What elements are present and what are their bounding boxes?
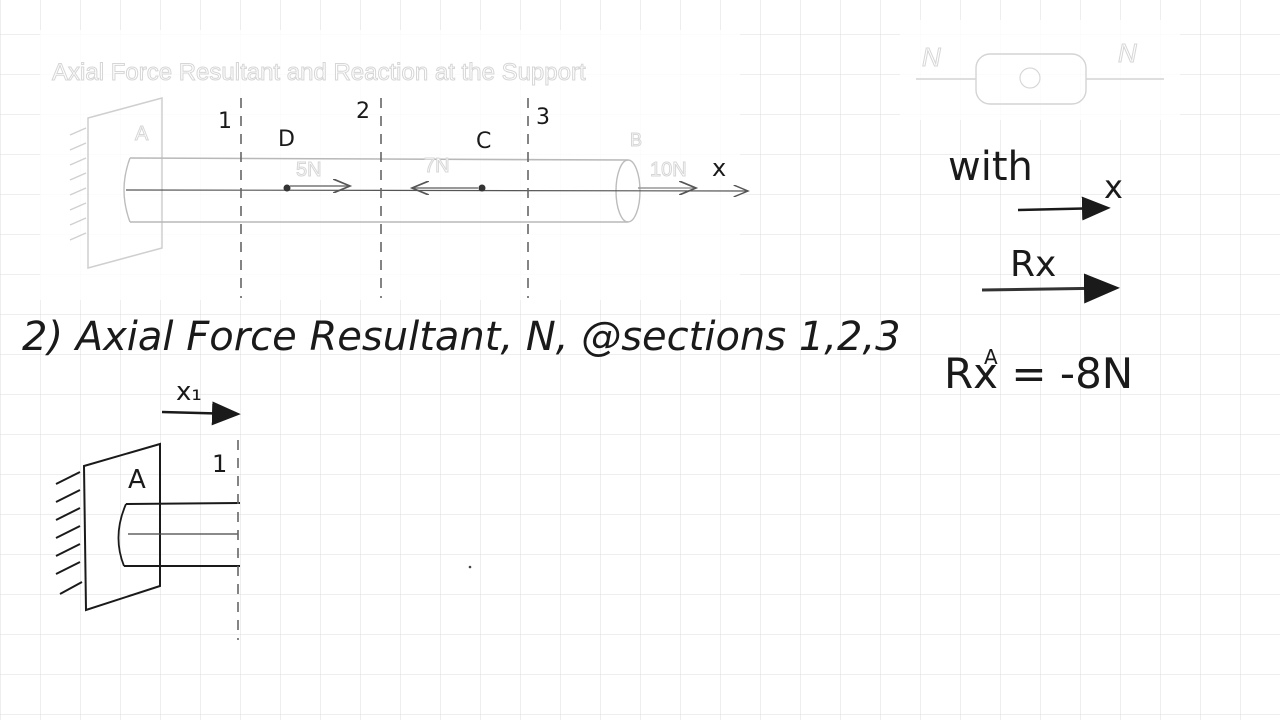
corner-sketch-backdrop — [900, 20, 1180, 120]
step-heading: 2) Axial Force Resultant, N, @sections 1… — [22, 314, 901, 360]
force-b-label: 10N — [650, 159, 687, 181]
top-label-c: C — [476, 129, 491, 154]
bottom-label-a: A — [128, 465, 146, 495]
force-d-label: 5N — [296, 159, 322, 181]
top-label-d: D — [278, 127, 295, 152]
top-wall-hatching — [69, 127, 87, 241]
top-section-label-2: 2 — [356, 99, 370, 124]
top-rod-outline — [129, 157, 629, 223]
x1-label: x₁ — [176, 377, 202, 407]
bottom-wall-hatching — [55, 471, 83, 595]
top-section-label-3: 3 — [536, 105, 550, 130]
with-text: with — [948, 144, 1033, 190]
bottom-wall-support — [82, 442, 161, 612]
point-c-dot — [478, 184, 486, 192]
top-diagram-backdrop — [40, 30, 740, 300]
reaction-equation-superscript: A — [984, 345, 998, 369]
top-x-label: x — [712, 154, 726, 182]
top-wall-support — [87, 97, 163, 269]
reaction-equation: Rx = -8N — [944, 349, 1133, 398]
top-label-b: B — [630, 130, 642, 150]
with-x-label: x — [1104, 168, 1123, 206]
corner-left-label: N — [922, 42, 941, 72]
right-notes: with x Rx Rx = -8N A — [944, 144, 1133, 398]
rx-label: Rx — [1010, 244, 1056, 285]
corner-right-label: N — [1118, 38, 1137, 68]
top-label-a: A — [135, 123, 149, 145]
bottom-rod-end — [117, 503, 127, 567]
top-beam-diagram: A x 1 2 3 D C B 5N 7N 10N — [69, 97, 748, 298]
bottom-section-diagram: x₁ A 1 — [55, 377, 241, 640]
top-section-label-1: 1 — [218, 109, 232, 134]
bottom-rod-outline — [124, 502, 241, 567]
bottom-section-label-1: 1 — [212, 450, 227, 478]
force-c-label: 7N — [424, 155, 450, 177]
x1-arrow — [161, 401, 241, 426]
rx-arrow — [981, 273, 1120, 304]
top-rod-left-end — [123, 157, 131, 223]
header-title: Axial Force Resultant and Reaction at th… — [52, 59, 586, 86]
with-x-arrow — [1017, 196, 1111, 221]
corner-rod-center — [1019, 67, 1041, 89]
top-x-axis — [125, 190, 748, 191]
corner-free-body-sketch: N N — [916, 38, 1164, 105]
point-d-dot — [283, 184, 291, 192]
stray-dot — [468, 565, 472, 569]
